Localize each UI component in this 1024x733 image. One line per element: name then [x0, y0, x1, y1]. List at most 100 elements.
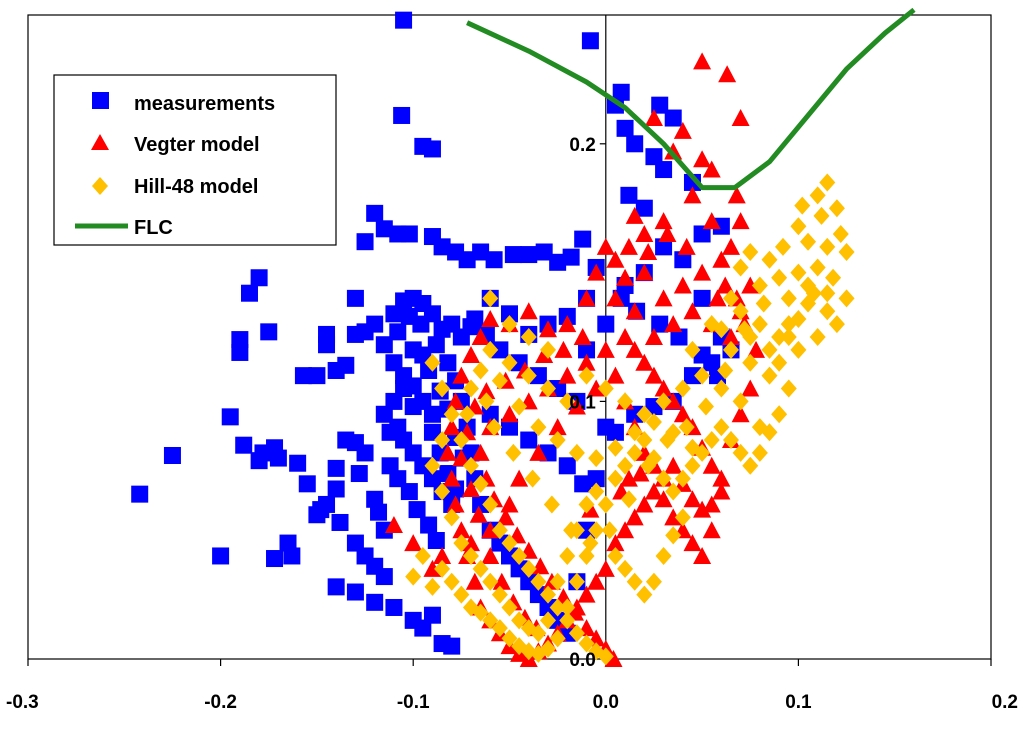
- hill48-point: [809, 258, 826, 277]
- hill48-point: [520, 366, 537, 385]
- hill48-point: [491, 521, 508, 540]
- vegter-point: [658, 224, 677, 242]
- vegter-point: [500, 405, 519, 423]
- measurement-point: [375, 568, 393, 586]
- vegter-point: [721, 328, 740, 345]
- measurement-point: [400, 225, 418, 243]
- series-3: [466, 7, 916, 191]
- vegter-point: [577, 585, 596, 603]
- hill48-point: [405, 567, 422, 586]
- hill48-point: [530, 624, 547, 643]
- hill48-point: [713, 418, 730, 437]
- measurement-point: [458, 251, 476, 269]
- vegter-point: [644, 328, 663, 345]
- hill48-point: [549, 572, 566, 591]
- x-tick-label: 0.1: [785, 692, 812, 713]
- measurement-point: [693, 225, 711, 243]
- hill48-point: [472, 559, 489, 578]
- vegter-point: [452, 366, 471, 384]
- measurement-point: [443, 637, 461, 655]
- hill48-point: [813, 206, 830, 225]
- measurement-point: [393, 106, 411, 124]
- vegter-point: [452, 521, 471, 539]
- vegter-point: [492, 572, 511, 590]
- vegter-point: [529, 443, 548, 461]
- measurement-point: [389, 470, 407, 488]
- hill48-point: [549, 598, 566, 617]
- vegter-point: [500, 495, 519, 513]
- hill48-point: [462, 456, 479, 475]
- hill48-point: [761, 423, 778, 442]
- measurement-point: [472, 495, 490, 513]
- hill48-point: [414, 546, 431, 565]
- hill48-point: [819, 284, 836, 303]
- measurement-point: [520, 246, 538, 264]
- vegter-point: [567, 397, 586, 415]
- vegter-point: [577, 353, 596, 371]
- measurement-point: [664, 109, 682, 127]
- hill48-point: [626, 443, 643, 462]
- vegter-point: [635, 224, 654, 242]
- vegter-point: [727, 186, 746, 204]
- hill48-point: [819, 237, 836, 256]
- vegter-point: [531, 557, 550, 575]
- hill48-point: [597, 379, 614, 398]
- vegter-point: [693, 52, 712, 70]
- vegter-point: [573, 328, 592, 345]
- hill48-point: [524, 469, 541, 488]
- measurement-point: [408, 501, 426, 519]
- measurement-point: [423, 606, 441, 624]
- measurement-point: [423, 140, 441, 158]
- vegter-point: [654, 289, 673, 307]
- measurement-point: [279, 534, 297, 552]
- measurement-point: [231, 343, 249, 361]
- measurement-point: [420, 516, 438, 534]
- measurement-point: [385, 354, 403, 372]
- hill48-point: [482, 340, 499, 359]
- vegter-point: [712, 469, 731, 487]
- measurement-point: [327, 480, 345, 498]
- hill48-point: [568, 572, 585, 591]
- measurement-point: [366, 593, 384, 611]
- measurement-point: [597, 315, 615, 333]
- measurement-point: [535, 243, 553, 261]
- vegter-point: [731, 405, 750, 423]
- measurement-point: [283, 547, 301, 565]
- hill48-point: [443, 508, 460, 527]
- hill48-point: [491, 619, 508, 638]
- vegter-point: [384, 516, 403, 534]
- hill48-point: [540, 611, 557, 630]
- measurement-point: [381, 457, 399, 475]
- hill48-point: [482, 289, 499, 308]
- x-tick-label: 0.0: [593, 692, 619, 713]
- hill48-point: [540, 340, 557, 359]
- hill48-point: [462, 379, 479, 398]
- measurement-point: [529, 367, 547, 385]
- vegter-point: [625, 206, 644, 224]
- hill48-point: [717, 361, 734, 380]
- measurement-point: [131, 485, 149, 503]
- hill48-point: [636, 431, 653, 450]
- hill48-point: [790, 263, 807, 282]
- measurement-point: [651, 96, 669, 114]
- hill48-point: [482, 572, 499, 591]
- vegter-point: [404, 534, 423, 552]
- hill48-point: [780, 315, 797, 334]
- measurement-point: [412, 315, 430, 333]
- measurement-point: [472, 243, 490, 261]
- vegter-point: [654, 212, 673, 230]
- hill48-point: [684, 456, 701, 475]
- measurement-point: [712, 217, 730, 235]
- vegter-point: [644, 482, 663, 500]
- hill48-point: [443, 405, 460, 424]
- hill48-point: [684, 438, 701, 457]
- hill48-point: [424, 353, 441, 372]
- vegter-point: [619, 237, 638, 255]
- measurement-point: [395, 431, 413, 449]
- measurement-point: [346, 534, 364, 552]
- hill48-point: [819, 173, 836, 192]
- x-tick-label: -0.3: [6, 692, 39, 713]
- hill48-point: [588, 449, 605, 468]
- hill48-point: [742, 242, 759, 261]
- measurement-point: [616, 119, 634, 137]
